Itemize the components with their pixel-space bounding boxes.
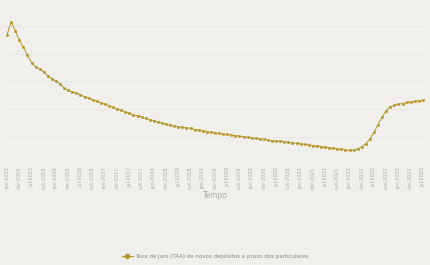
X-axis label: Tempo: Tempo (203, 191, 227, 200)
Legend: Taxa de juro (TAA) de novos depósitos a prazo dos particulares: Taxa de juro (TAA) de novos depósitos a … (120, 251, 310, 261)
